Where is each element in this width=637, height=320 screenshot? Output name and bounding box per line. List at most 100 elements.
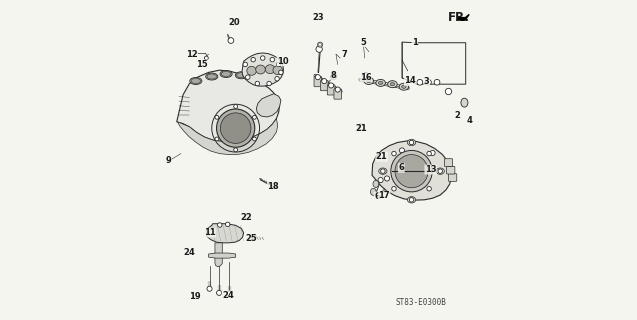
FancyBboxPatch shape <box>320 81 328 91</box>
FancyBboxPatch shape <box>334 89 341 99</box>
Circle shape <box>316 46 322 52</box>
Circle shape <box>329 83 334 88</box>
Circle shape <box>363 73 369 78</box>
Circle shape <box>359 124 364 130</box>
Text: 24: 24 <box>222 291 234 300</box>
Text: 4: 4 <box>467 116 473 125</box>
Ellipse shape <box>408 197 416 203</box>
Circle shape <box>378 153 384 158</box>
Circle shape <box>225 222 230 227</box>
Text: 8: 8 <box>331 71 337 80</box>
Ellipse shape <box>191 78 201 84</box>
Circle shape <box>430 150 435 156</box>
Ellipse shape <box>390 83 395 86</box>
Ellipse shape <box>190 77 202 84</box>
Circle shape <box>276 62 281 67</box>
Polygon shape <box>256 94 281 117</box>
Ellipse shape <box>207 74 217 79</box>
Ellipse shape <box>220 70 232 77</box>
Ellipse shape <box>371 188 376 196</box>
Text: 10: 10 <box>277 57 289 66</box>
Text: 13: 13 <box>425 165 436 174</box>
Text: 22: 22 <box>240 213 252 222</box>
Circle shape <box>395 155 428 188</box>
Text: FR.: FR. <box>448 11 470 24</box>
Circle shape <box>427 151 431 156</box>
Text: 6: 6 <box>374 192 380 201</box>
Ellipse shape <box>388 81 397 88</box>
Circle shape <box>315 75 320 80</box>
Circle shape <box>252 137 256 141</box>
Polygon shape <box>372 141 452 200</box>
Circle shape <box>426 79 431 85</box>
Polygon shape <box>208 253 236 258</box>
Text: 21: 21 <box>376 152 387 161</box>
Text: 25: 25 <box>245 234 257 243</box>
Ellipse shape <box>236 73 246 78</box>
Circle shape <box>217 223 222 227</box>
Text: 23: 23 <box>312 13 324 22</box>
Circle shape <box>381 169 385 173</box>
Circle shape <box>270 57 275 62</box>
Ellipse shape <box>255 65 265 74</box>
FancyBboxPatch shape <box>314 76 322 87</box>
Ellipse shape <box>273 66 282 75</box>
Circle shape <box>275 76 279 81</box>
Text: 9: 9 <box>166 156 171 164</box>
Circle shape <box>391 150 433 192</box>
Text: 17: 17 <box>378 191 390 200</box>
Text: 2: 2 <box>454 111 460 120</box>
Circle shape <box>245 75 250 79</box>
Circle shape <box>331 74 337 79</box>
Ellipse shape <box>247 66 256 75</box>
Circle shape <box>234 148 238 152</box>
Polygon shape <box>242 53 283 86</box>
Text: 15: 15 <box>196 60 208 69</box>
Circle shape <box>252 116 256 119</box>
Circle shape <box>215 137 219 141</box>
Text: 7: 7 <box>342 50 348 59</box>
Circle shape <box>399 148 404 153</box>
Circle shape <box>385 176 390 181</box>
Polygon shape <box>176 70 280 141</box>
Text: 16: 16 <box>360 73 371 82</box>
Circle shape <box>251 57 255 62</box>
Ellipse shape <box>461 98 468 107</box>
FancyBboxPatch shape <box>445 159 453 166</box>
Circle shape <box>445 88 452 95</box>
FancyBboxPatch shape <box>447 166 455 174</box>
Circle shape <box>252 235 256 239</box>
Circle shape <box>434 79 440 85</box>
Polygon shape <box>215 243 222 267</box>
Text: 19: 19 <box>189 292 201 301</box>
Ellipse shape <box>367 79 371 83</box>
Ellipse shape <box>373 180 379 188</box>
Text: 20: 20 <box>228 19 240 28</box>
Circle shape <box>215 116 219 119</box>
Text: 12: 12 <box>186 50 197 59</box>
Text: 3: 3 <box>424 77 430 86</box>
Circle shape <box>227 291 232 296</box>
Circle shape <box>335 87 340 92</box>
Circle shape <box>417 79 423 85</box>
Text: 1: 1 <box>412 38 418 47</box>
Polygon shape <box>206 224 243 243</box>
Text: 6: 6 <box>398 164 404 172</box>
Circle shape <box>322 79 327 84</box>
Ellipse shape <box>376 79 385 86</box>
Ellipse shape <box>235 72 247 79</box>
Text: 18: 18 <box>268 182 279 191</box>
Circle shape <box>228 38 234 44</box>
Circle shape <box>234 105 238 108</box>
Ellipse shape <box>379 168 387 174</box>
Text: ST83-E0300B: ST83-E0300B <box>395 298 446 307</box>
Ellipse shape <box>436 168 445 174</box>
Circle shape <box>207 286 212 291</box>
Ellipse shape <box>221 71 231 76</box>
Ellipse shape <box>364 77 374 84</box>
Ellipse shape <box>399 83 409 90</box>
Circle shape <box>378 178 383 183</box>
Ellipse shape <box>402 85 406 88</box>
Circle shape <box>392 151 396 156</box>
Text: 11: 11 <box>204 228 215 237</box>
